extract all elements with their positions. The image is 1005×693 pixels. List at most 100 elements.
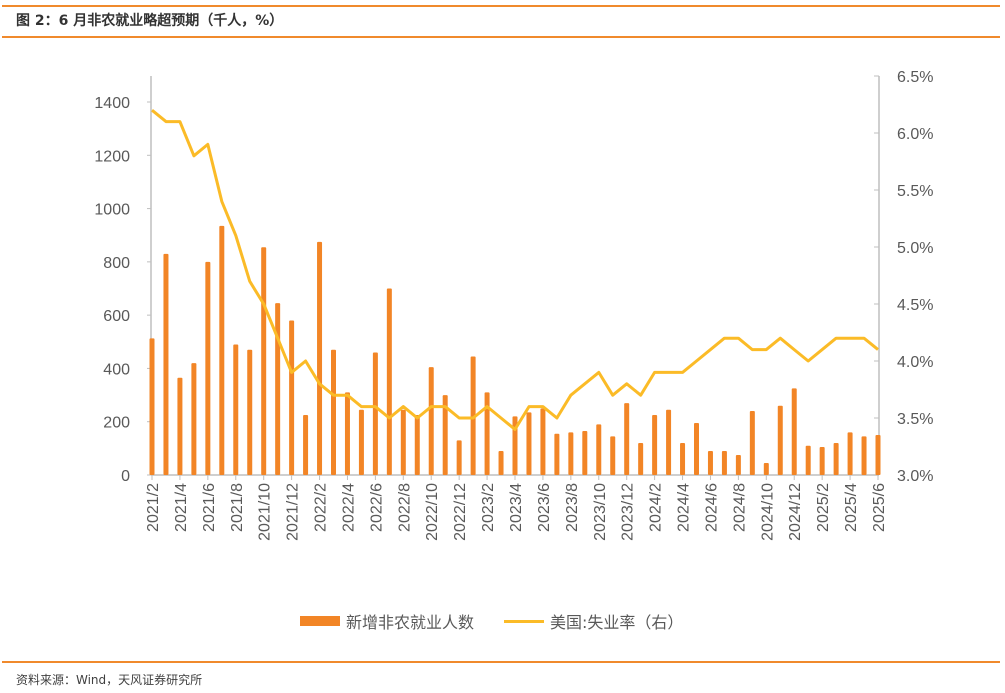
title-rule [2,36,1000,38]
legend-item-line: 美国:失业率（右） [504,609,683,633]
y-left-tick-label: 1200 [94,148,130,165]
bar [526,412,532,475]
x-axis-labels: 2021/2 2021/4 2021/6 2021/8 2021/10 2021/12 20… [145,483,888,541]
bar [400,409,406,475]
legend-item-bars: 新增非农就业人数 [300,609,474,633]
bar [484,392,490,475]
x-tick-label: 2024/10 [759,483,776,541]
x-tick-label: 2023/6 [536,483,553,532]
bar [219,225,225,475]
x-tick-label: 2025/4 [843,483,860,532]
bar [358,409,364,475]
line-series [151,109,879,431]
bar [721,451,727,475]
x-tick-label: 2023/8 [564,483,581,532]
x-tick-label: 2021/2 [145,483,162,532]
bar [749,411,755,475]
y-right-tick-label: 5.5% [897,183,933,200]
x-tick-label: 2024/4 [676,483,693,532]
bar [275,303,281,475]
bar [163,253,169,475]
bar [596,424,602,475]
bars-series [149,225,881,475]
bar [652,415,658,475]
bar [317,241,323,475]
x-tick-label: 2025/2 [815,483,832,532]
y-left-tick-label: 200 [103,415,130,432]
bar [680,443,686,475]
bar [233,344,239,475]
x-tick-label: 2024/2 [648,483,665,532]
bar [707,451,713,475]
y-right-tick-label: 6.0% [897,126,933,143]
bar [205,261,211,475]
bar [554,433,560,475]
bar [777,405,783,475]
x-tick-label: 2023/12 [620,483,637,541]
bar [428,367,434,475]
bar [177,377,183,475]
bar [861,436,867,475]
x-tick-label: 2023/10 [592,483,609,541]
y-right-tick-label: 3.0% [897,468,933,485]
footer-rule [2,661,1000,663]
bar [875,435,881,475]
y-left-tick-label: 0 [121,468,130,485]
y-axis-right-labels: 3.0% 3.5% 4.0% 4.5% 5.0% 5.5% 6.0% 6.5% [897,69,933,485]
x-tick-label: 2021/12 [285,483,302,541]
bar [819,447,825,475]
bar [456,440,462,475]
x-tick-label: 2021/4 [173,483,190,532]
legend-swatch-line [504,619,545,623]
bar [149,338,155,475]
bar [568,432,574,475]
bar [247,349,253,475]
x-tick-label: 2024/12 [787,483,804,541]
y-right-tick-label: 4.5% [897,297,933,314]
y-right-tick-label: 5.0% [897,240,933,257]
bar [735,455,741,475]
bar [512,416,518,475]
chart-title: 图 2：6 月非农就业略超预期（千人，%） [16,13,284,29]
bar [540,408,546,475]
legend-label-bars: 新增非农就业人数 [346,613,475,632]
bar [694,423,699,475]
bar [414,415,420,475]
bar [847,432,853,475]
source-note: 资料来源：Wind，天风证券研究所 [16,673,203,687]
x-tick-label: 2025/6 [871,483,888,532]
top-rule [2,5,1000,7]
x-tick-label: 2021/6 [201,483,218,532]
bar [610,436,616,475]
x-tick-label: 2022/10 [424,483,441,541]
x-tick-label: 2021/8 [229,483,246,532]
bar [666,409,672,475]
y-right-tick-label: 3.5% [897,411,933,428]
bar [470,356,476,475]
x-tick-label: 2023/4 [508,483,525,532]
bar [442,395,448,475]
chart: 0 200 400 600 800 1000 1200 1400 3.0% 3.5% 4.0% 4.… [94,69,933,541]
y-left-tick-label: 400 [103,361,130,378]
bar [582,431,588,475]
y-axis-left-labels: 0 200 400 600 800 1000 1200 1400 [94,95,130,485]
x-tick-label: 2024/6 [703,483,720,532]
bar [763,463,769,475]
bar [261,247,267,475]
x-tick-label: 2022/8 [396,483,413,532]
bar [372,352,378,475]
bar [624,403,630,475]
x-tick-label: 2023/2 [480,483,497,532]
x-tick-label: 2022/2 [313,483,330,532]
x-tick-label: 2021/10 [257,483,274,541]
bar [331,349,336,475]
y-right-tick-label: 6.5% [897,69,933,86]
bar [498,451,504,475]
y-left-tick-label: 600 [103,308,130,325]
legend-swatch-bar [300,616,340,626]
bar [386,288,392,475]
x-tick-label: 2022/12 [452,483,469,541]
y-right-tick-label: 4.0% [897,354,933,371]
y-left-tick-label: 1000 [94,202,130,219]
bar [833,443,839,475]
